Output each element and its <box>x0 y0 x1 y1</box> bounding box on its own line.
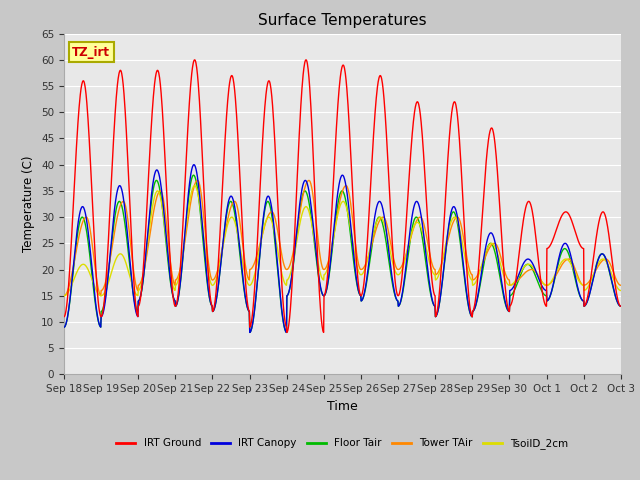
Y-axis label: Temperature (C): Temperature (C) <box>22 156 35 252</box>
X-axis label: Time: Time <box>327 400 358 413</box>
Text: TZ_irt: TZ_irt <box>72 46 110 59</box>
Title: Surface Temperatures: Surface Temperatures <box>258 13 427 28</box>
Legend: IRT Ground, IRT Canopy, Floor Tair, Tower TAir, TsoilD_2cm: IRT Ground, IRT Canopy, Floor Tair, Towe… <box>112 434 573 454</box>
